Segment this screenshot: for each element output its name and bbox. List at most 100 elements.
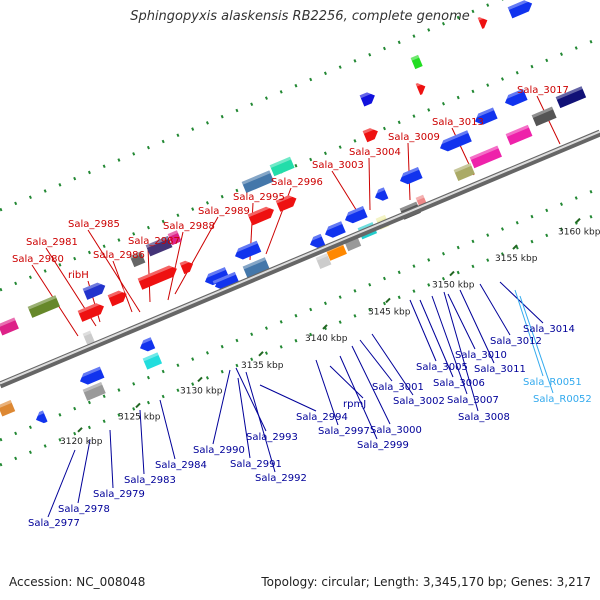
minus-label-3: Sala_2983 xyxy=(124,475,176,486)
minus-leader-18 xyxy=(431,295,468,395)
minus-label-11: rpmJ xyxy=(343,399,366,410)
minus-label-22: Sala_3012 xyxy=(490,336,542,347)
minus-leader-13 xyxy=(351,345,391,425)
plus-label-9: Sala_2996 xyxy=(271,177,323,188)
plus-label-11: Sala_3004 xyxy=(349,147,401,158)
backbone-bar xyxy=(0,129,600,389)
minus-leader-4 xyxy=(159,399,176,460)
rna-label-0: Sala_R0051 xyxy=(523,377,582,388)
tick-label-8: 3160 kbp xyxy=(558,228,600,238)
tick-mark-0 xyxy=(77,427,83,433)
tick-mark-1 xyxy=(135,402,141,409)
guide-dots-1 xyxy=(0,36,600,292)
plus-label-6: Sala_2988 xyxy=(163,221,215,232)
gene-block-29 xyxy=(342,206,368,224)
gene-block-45 xyxy=(469,145,502,169)
tick-mark-7 xyxy=(512,244,518,250)
gene-block-44 xyxy=(453,162,475,182)
tick-label-4: 3140 kbp xyxy=(305,334,348,344)
gene-block-18 xyxy=(359,90,375,107)
gene-block-14 xyxy=(145,236,173,257)
genome-backbone xyxy=(0,129,600,389)
gene-block-6 xyxy=(362,125,378,143)
plus-label-0: Sala_2980 xyxy=(12,254,64,265)
minus-label-20: Sala_3010 xyxy=(455,350,507,361)
tick-mark-8 xyxy=(575,217,581,224)
tick-mark-4 xyxy=(322,324,328,330)
gene-block-7 xyxy=(415,80,426,95)
gene-block-52 xyxy=(82,382,106,401)
rna-leader-0 xyxy=(514,289,544,377)
tick-mark-6 xyxy=(449,270,455,277)
minus-leader-23 xyxy=(499,281,544,324)
plus-label-10: Sala_3003 xyxy=(312,160,364,171)
plus-leader-3 xyxy=(112,260,133,313)
minus-label-19: Sala_3008 xyxy=(458,412,510,423)
plus-label-3: Sala_2986 xyxy=(93,250,145,261)
minus-label-8: Sala_2993 xyxy=(246,432,298,443)
tick-mark-3 xyxy=(258,351,264,357)
tick-label-3: 3135 kbp xyxy=(241,361,284,371)
minus-label-lines xyxy=(47,281,554,518)
minus-leader-3 xyxy=(139,409,145,475)
gene-block-15 xyxy=(167,230,182,246)
tick-label-7: 3155 kbp xyxy=(495,254,538,264)
minus-label-12: Sala_2999 xyxy=(357,440,409,451)
plus-leader-4 xyxy=(87,229,141,313)
gene-block-17 xyxy=(269,156,295,177)
gene-block-12 xyxy=(82,280,106,300)
plus-label-14: Sala_3017 xyxy=(517,85,569,96)
minus-label-1: Sala_2978 xyxy=(58,504,110,515)
minus-leader-5 xyxy=(212,369,231,445)
map-title: Sphingopyxis alaskensis RB2256, complete… xyxy=(130,9,470,24)
minus-leader-1 xyxy=(77,439,91,504)
minus-leader-19 xyxy=(443,291,479,412)
minus-leader-0 xyxy=(47,449,76,518)
plus-leader-11 xyxy=(368,157,371,211)
gene-block-33 xyxy=(472,107,498,125)
gene-block-10 xyxy=(27,295,60,318)
gene-block-50 xyxy=(142,352,163,370)
minus-leader-12 xyxy=(339,355,378,440)
gene-block-53 xyxy=(33,410,48,424)
minus-label-13: Sala_3000 xyxy=(370,425,422,436)
minus-leader-17 xyxy=(419,299,454,378)
minus-label-17: Sala_3006 xyxy=(433,378,485,389)
minus-label-15: Sala_3002 xyxy=(393,396,445,407)
minus-label-10: Sala_2997 xyxy=(318,426,370,437)
tick-mark-2 xyxy=(197,376,203,383)
gene-block-28 xyxy=(322,221,346,238)
minus-leader-2 xyxy=(109,429,114,489)
minus-leader-20 xyxy=(447,293,476,350)
minus-label-23: Sala_3014 xyxy=(523,324,575,335)
minus-label-2: Sala_2979 xyxy=(93,489,145,500)
gene-block-26 xyxy=(232,240,262,260)
gene-block-21 xyxy=(507,0,533,19)
gene-block-31 xyxy=(397,166,423,185)
tick-label-2: 3130 kbp xyxy=(180,386,223,396)
minus-label-7: Sala_2992 xyxy=(255,473,307,484)
gene-block-13 xyxy=(129,251,146,268)
minus-leader-14 xyxy=(359,339,393,382)
minus-leader-16 xyxy=(409,299,437,362)
plus-leader-10 xyxy=(331,170,361,217)
plus-leader-7 xyxy=(174,216,219,295)
plus-label-2: ribH xyxy=(68,270,89,281)
plus-label-1: Sala_2981 xyxy=(26,237,78,248)
gene-block-51 xyxy=(77,366,105,385)
minus-label-21: Sala_3011 xyxy=(474,364,526,375)
tick-label-1: 3125 kbp xyxy=(118,412,161,422)
rna-label-1: Sala_R0052 xyxy=(533,394,592,405)
gene-block-1 xyxy=(107,288,127,307)
tick-mark-5 xyxy=(385,297,391,304)
gene-block-47 xyxy=(531,106,557,127)
minus-label-4: Sala_2984 xyxy=(155,460,207,471)
accession-text: Accession: NC_008048 xyxy=(9,575,146,589)
minus-label-5: Sala_2990 xyxy=(193,445,245,456)
minus-label-6: Sala_2991 xyxy=(230,459,282,470)
gene-block-36 xyxy=(242,257,270,278)
rna-leader-1 xyxy=(519,295,554,394)
plus-label-12: Sala_3009 xyxy=(388,132,440,143)
minus-label-16: Sala_3005 xyxy=(416,362,468,373)
tick-label-6: 3150 kbp xyxy=(432,281,475,291)
